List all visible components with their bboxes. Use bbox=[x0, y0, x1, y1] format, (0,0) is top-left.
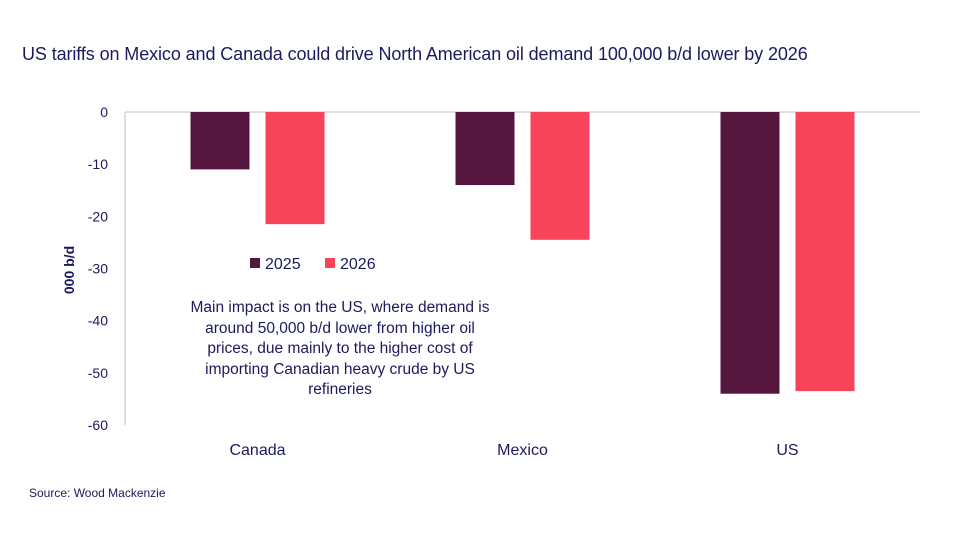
legend-label-2026: 2026 bbox=[340, 256, 376, 273]
y-tick-label: -30 bbox=[88, 261, 108, 277]
category-label-mexico: Mexico bbox=[497, 442, 548, 459]
bars bbox=[190, 112, 855, 394]
chart-title: US tariffs on Mexico and Canada could dr… bbox=[22, 44, 808, 64]
legend-swatch-2026 bbox=[325, 258, 335, 268]
y-tick-label: 0 bbox=[100, 104, 108, 120]
y-axis-title: 000 b/d bbox=[61, 246, 77, 294]
bar-canada-2026 bbox=[265, 112, 325, 225]
y-tick-label: -40 bbox=[88, 313, 108, 329]
y-tick-label: -50 bbox=[88, 365, 108, 381]
legend-label-2025: 2025 bbox=[265, 256, 301, 273]
chart-annotation: Main impact is on the US, where demand i… bbox=[190, 299, 490, 398]
bar-mexico-2026 bbox=[530, 112, 590, 240]
bar-us-2025 bbox=[720, 112, 780, 394]
y-axis: 0 -10 -20 -30 -40 -50 -60 bbox=[88, 104, 126, 433]
legend: 2025 2026 bbox=[250, 256, 376, 273]
bar-us-2026 bbox=[795, 112, 855, 392]
category-label-canada: Canada bbox=[229, 442, 285, 459]
y-tick-label: -20 bbox=[88, 208, 108, 224]
y-tick-label: -60 bbox=[88, 417, 108, 433]
y-tick-label: -10 bbox=[88, 156, 108, 172]
bar-mexico-2025 bbox=[455, 112, 515, 186]
category-label-us: US bbox=[776, 442, 798, 459]
source-note: Source: Wood Mackenzie bbox=[29, 486, 166, 500]
legend-swatch-2025 bbox=[250, 258, 260, 268]
bar-canada-2025 bbox=[190, 112, 250, 170]
category-labels: Canada Mexico US bbox=[229, 442, 798, 459]
